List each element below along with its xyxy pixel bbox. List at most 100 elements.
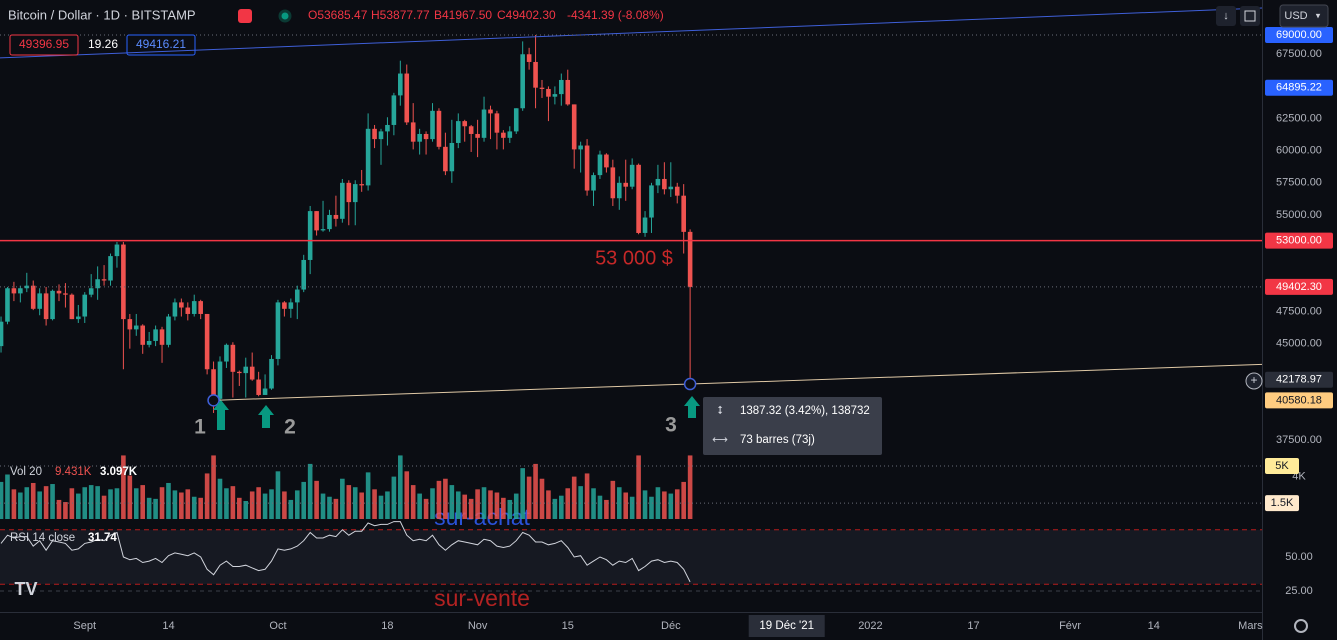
cursor-date-box <box>748 615 825 637</box>
settings-button[interactable] <box>1294 619 1308 633</box>
candle-body <box>43 293 49 320</box>
volume-bar <box>526 476 532 519</box>
x-tick-label: Sept <box>73 620 96 632</box>
volume-bar <box>159 487 165 519</box>
volume-bar <box>198 497 203 519</box>
candle-body <box>50 290 55 320</box>
rsi-line <box>0 521 691 583</box>
point-label: 1 <box>194 416 206 439</box>
candle-body <box>649 185 654 218</box>
price-marker-label: 49402.30 <box>1276 281 1322 293</box>
candle-body <box>114 244 120 257</box>
candle-body <box>256 379 261 395</box>
volume-bar <box>63 502 68 519</box>
volume-bar <box>301 481 307 519</box>
ask-price: 49416.21 <box>136 37 186 51</box>
trend-line <box>213 383 691 401</box>
candle-body <box>404 73 410 123</box>
volume-bar <box>584 473 590 519</box>
x-tick-label: 17 <box>967 620 979 632</box>
volume-legend-value: 9.431K <box>55 466 92 478</box>
candle-body <box>224 344 229 362</box>
candle-body <box>95 279 100 289</box>
add-button[interactable] <box>1245 372 1263 390</box>
candle-body <box>604 154 609 168</box>
price-marker <box>1265 79 1333 96</box>
volume-bar <box>69 488 75 519</box>
candle-body <box>365 128 371 186</box>
bid-box[interactable] <box>9 34 79 56</box>
y-tick-label: 60000.00 <box>1276 145 1322 157</box>
volume-bar <box>365 472 371 519</box>
fullscreen-button[interactable] <box>1240 6 1260 26</box>
volume-bar <box>662 491 667 519</box>
volume-bar <box>623 492 629 519</box>
x-tick-label: 15 <box>562 620 574 632</box>
measure-box: ⭥ 1387.32 (3.42%), 138732 ⟷ 73 barres (7… <box>703 397 882 455</box>
button-icon: ↓ <box>1223 10 1229 22</box>
volume-bar <box>681 481 686 519</box>
candle-body <box>591 175 596 191</box>
candle-body <box>520 54 525 109</box>
candle-body <box>56 290 62 294</box>
ask-box[interactable] <box>126 34 196 56</box>
price-marker-label: 5K <box>1275 460 1289 472</box>
candle-body <box>11 288 17 294</box>
volume-bar <box>604 499 609 519</box>
volume-bar <box>217 478 223 519</box>
candle-body <box>243 366 249 374</box>
candle-body <box>204 313 210 370</box>
volume-bar <box>417 493 422 519</box>
x-tick-label: Nov <box>468 620 488 632</box>
volume-bar <box>552 498 558 519</box>
candle-body <box>340 182 345 219</box>
volume-bar <box>185 489 191 519</box>
volume-bar <box>430 488 435 519</box>
candle-body <box>629 164 635 187</box>
volume-bar <box>282 491 287 519</box>
volume-bar <box>378 495 384 519</box>
volume-bar <box>269 489 274 519</box>
volume-bar <box>172 490 178 519</box>
volume-bar <box>18 492 23 519</box>
volume-bar <box>649 496 654 519</box>
volume-bar <box>237 497 242 519</box>
candle-body <box>140 325 146 345</box>
log-button[interactable] <box>1216 6 1236 26</box>
candle-body <box>230 344 236 372</box>
price-marker-label: 53000.00 <box>1276 235 1322 247</box>
currency-button[interactable] <box>1279 4 1329 28</box>
alert-icon[interactable] <box>238 9 252 23</box>
candle-body <box>559 79 564 95</box>
volume-bar <box>423 498 429 519</box>
point-label: 3 <box>665 414 677 437</box>
volume-bar <box>95 486 100 519</box>
volume-bar <box>391 476 397 519</box>
candle-body <box>269 358 274 389</box>
market-status <box>278 9 292 23</box>
x-tick-label: Févr <box>1059 620 1081 632</box>
y-tick-label: 67500.00 <box>1276 48 1322 60</box>
candle-body <box>417 133 422 142</box>
candle-body <box>198 301 203 314</box>
volume-bar <box>179 492 184 519</box>
volume-bar <box>37 491 42 519</box>
trend-line <box>690 363 1262 385</box>
candle-body <box>82 294 88 317</box>
price-panel <box>0 7 1262 413</box>
candle-body <box>63 293 68 295</box>
candle-body <box>533 61 538 88</box>
x-tick-label: 2022 <box>858 620 882 632</box>
candle-body <box>359 184 364 186</box>
y-tick-label: 37500.00 <box>1276 434 1322 446</box>
candle-body <box>275 302 281 359</box>
price-marker-label: 1.5K <box>1271 497 1294 509</box>
volume-bar <box>230 486 236 519</box>
x-tick-label: Déc <box>661 620 681 632</box>
price-marker <box>1265 26 1333 43</box>
candle-body <box>501 132 506 138</box>
volume-bar <box>359 492 364 519</box>
ohlc-change: -4341.39 (-8.08%) <box>567 8 664 22</box>
candle-body <box>455 121 461 143</box>
volume-bar <box>674 489 680 519</box>
